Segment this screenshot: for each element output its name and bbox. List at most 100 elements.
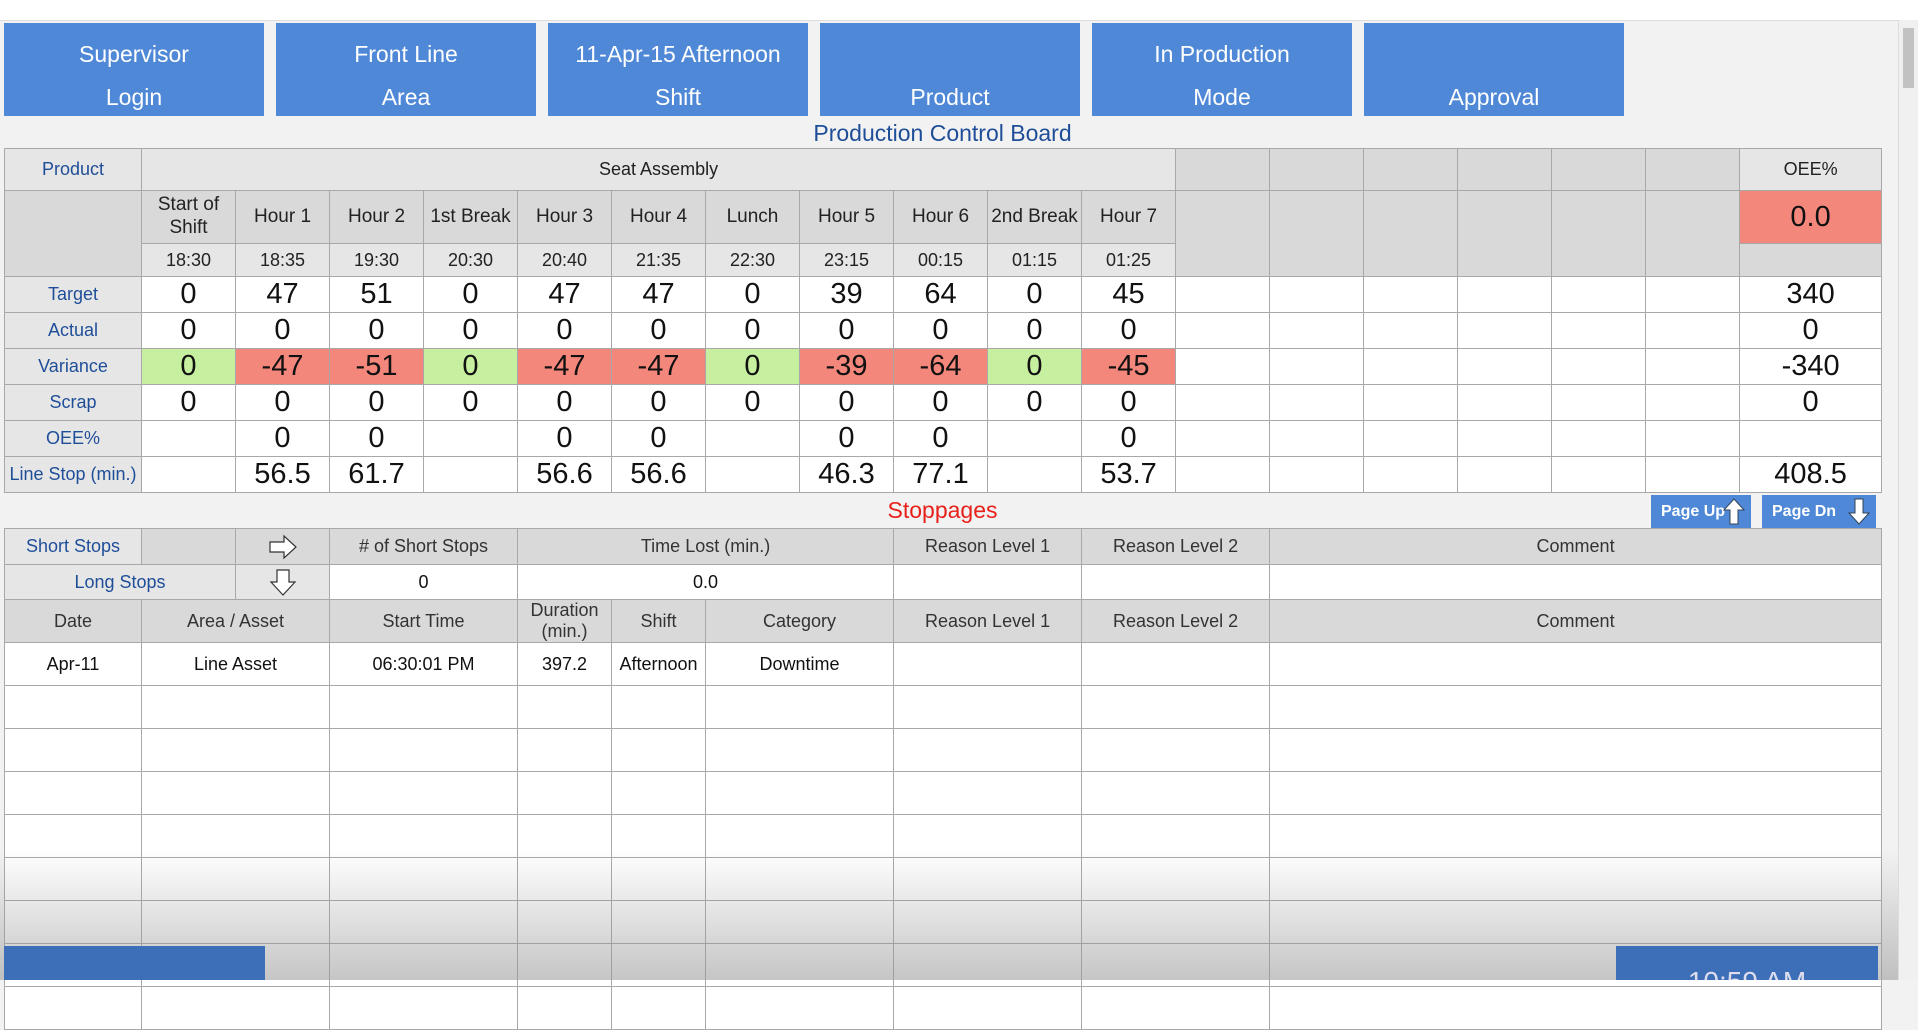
- cell: [1269, 986, 1883, 1030]
- header-button[interactable]: 11-Apr-15 Afternoon Shift: [548, 23, 808, 116]
- cell: [1645, 312, 1741, 349]
- column-header: Comment: [1269, 528, 1883, 565]
- data-row: OEE% 0 0 0 0 0 0 0: [4, 420, 1883, 457]
- cell: [893, 814, 1083, 858]
- data-row: [4, 986, 1883, 1030]
- cell: [1269, 564, 1883, 600]
- cell: [1457, 148, 1553, 191]
- cell: [328, 814, 519, 858]
- cell: [1457, 384, 1553, 421]
- value-cell: 0: [423, 312, 518, 349]
- cell: [1175, 148, 1271, 191]
- cell: [1269, 685, 1883, 729]
- cell: [1269, 642, 1883, 686]
- period-name: Start of Shift: [141, 190, 236, 244]
- value-cell: 0: [235, 384, 330, 421]
- value-cell: 77.1: [893, 456, 988, 493]
- data-row: Variance 0 -47 -51 0 -47 -47 0 -39 -64 0 -45 -340: [4, 348, 1883, 385]
- value-cell: 0: [893, 312, 988, 349]
- cell: [517, 943, 613, 987]
- row: Short Stops # of Short Stops Time Lost (mi…: [4, 528, 1883, 565]
- cell: [1175, 384, 1271, 421]
- header-button-label: Mode: [1193, 84, 1251, 110]
- stop-cell: Line Asset: [141, 642, 330, 686]
- cell: [4, 814, 142, 858]
- value-cell: 0: [705, 348, 800, 385]
- cell: [611, 943, 707, 987]
- stop-cell: Afternoon: [611, 642, 707, 686]
- cell: [1551, 276, 1647, 313]
- cell: [141, 685, 330, 729]
- data-row: Scrap 0 0 0 0 0 0 0 0 0 0 0 0: [4, 384, 1883, 421]
- stoppages-table: Short Stops # of Short Stops Time Lost (mi…: [4, 528, 1883, 1030]
- header-button-label: In Production: [1154, 41, 1290, 67]
- arrow-shape: [268, 534, 297, 559]
- stoppages-title: Stoppages: [887, 497, 998, 523]
- cell: [1269, 190, 1365, 277]
- page-up-button[interactable]: Page Up: [1651, 495, 1751, 528]
- cell: [1269, 384, 1365, 421]
- cell: [1645, 384, 1741, 421]
- cell: [1739, 243, 1883, 277]
- arrow-icon[interactable]: [268, 533, 298, 561]
- header-button[interactable]: Product: [820, 23, 1080, 116]
- value-cell: 0: [517, 312, 612, 349]
- cell: [141, 814, 330, 858]
- value-cell: [987, 456, 1082, 493]
- column-header: Reason Level 2: [1081, 528, 1271, 565]
- page-down-button[interactable]: Page Dn: [1762, 495, 1876, 528]
- cell: [1457, 456, 1553, 493]
- total-cell: [1739, 420, 1883, 457]
- value-cell: 0: [329, 312, 424, 349]
- period-time: 00:15: [893, 243, 988, 277]
- column-header: Area / Asset: [141, 599, 330, 643]
- value-cell: 0: [423, 384, 518, 421]
- cell: [1081, 943, 1271, 987]
- cell: [517, 728, 613, 772]
- period-name: Hour 5: [799, 190, 894, 244]
- cell: [893, 857, 1083, 901]
- scroll-thumb[interactable]: [1903, 28, 1914, 88]
- short-stops-label: Short Stops: [4, 528, 142, 565]
- cell: [1363, 456, 1459, 493]
- arrow-icon[interactable]: [268, 568, 298, 596]
- header-button[interactable]: Approval: [1364, 23, 1624, 116]
- cell: [1269, 857, 1883, 901]
- period-time: 18:30: [141, 243, 236, 277]
- total-label: OEE%: [1739, 148, 1883, 191]
- value-cell: 0: [611, 420, 706, 457]
- value-cell: 0: [141, 276, 236, 313]
- value-cell: 0: [423, 276, 518, 313]
- cell: [611, 900, 707, 944]
- period-name: Hour 3: [517, 190, 612, 244]
- cell: [1175, 312, 1271, 349]
- cell: [1269, 312, 1365, 349]
- value-cell: 0: [329, 420, 424, 457]
- value-cell: 39: [799, 276, 894, 313]
- header-button-label: Supervisor: [79, 41, 189, 67]
- cell: [1551, 420, 1647, 457]
- column-header: Time Lost (min.): [517, 528, 895, 565]
- cell: [517, 900, 613, 944]
- cell: [4, 685, 142, 729]
- cell: [1363, 276, 1459, 313]
- period-time: 19:30: [329, 243, 424, 277]
- cell: [1081, 814, 1271, 858]
- row-label: Line Stop (min.): [4, 456, 142, 493]
- header-button[interactable]: Front Line Area: [276, 23, 536, 116]
- scrollbar[interactable]: [1898, 20, 1918, 980]
- clock: 10:59 AM: [1616, 966, 1878, 980]
- stop-cell: 06:30:01 PM: [328, 642, 519, 686]
- header-button[interactable]: Supervisor Login: [4, 23, 264, 116]
- header-button[interactable]: In Production Mode: [1092, 23, 1352, 116]
- arrow-shape: [269, 569, 296, 596]
- cell: [1363, 190, 1459, 277]
- cell: [1081, 685, 1271, 729]
- cell: [1269, 420, 1365, 457]
- total-cell: 0: [1739, 312, 1883, 349]
- cell: [1269, 348, 1365, 385]
- board-title: Production Control Board: [813, 120, 1072, 146]
- bottom-left-bar: [4, 946, 265, 980]
- cell: [1269, 771, 1883, 815]
- cell: [1363, 420, 1459, 457]
